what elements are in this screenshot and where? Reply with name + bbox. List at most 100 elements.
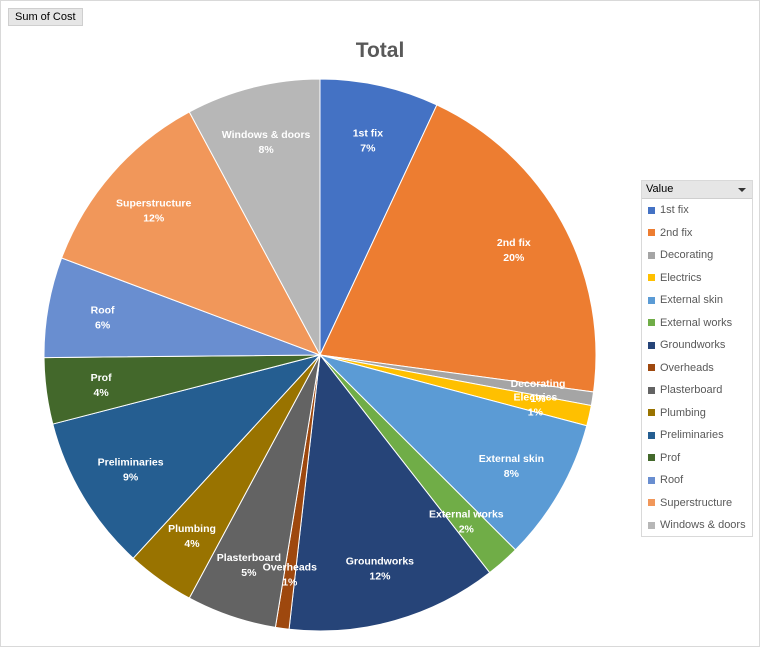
- data-label-percent: 12%: [369, 571, 391, 583]
- data-label-category: Overheads: [263, 562, 317, 574]
- data-label-plasterboard: Plasterboard 5%: [217, 552, 281, 579]
- pie-slice-groundworks[interactable]: [288, 353, 491, 632]
- data-label-category: Groundworks: [346, 556, 414, 568]
- legend-label: Prof: [660, 451, 681, 464]
- legend-item-superstructure[interactable]: Superstructure: [642, 492, 752, 515]
- legend-label: 2nd fix: [660, 226, 693, 239]
- legend-item-plumbing[interactable]: Plumbing: [642, 402, 752, 425]
- legend-label: Overheads: [660, 361, 714, 374]
- data-label-category: Superstructure: [116, 198, 191, 210]
- dropdown-arrow-icon[interactable]: [738, 188, 746, 192]
- pie-slice-superstructure[interactable]: [60, 111, 322, 356]
- legend-label: Preliminaries: [660, 429, 724, 442]
- data-label-category: External skin: [479, 453, 544, 465]
- data-label-percent: 4%: [184, 538, 200, 550]
- legend-swatch: [648, 476, 655, 484]
- legend-item-overheads[interactable]: Overheads: [642, 357, 752, 380]
- legend-header-label: Value: [646, 183, 674, 195]
- data-label-percent: 9%: [123, 472, 139, 484]
- legend-item-decorating[interactable]: Decorating: [642, 244, 752, 267]
- legend-label: Plasterboard: [660, 384, 723, 397]
- data-label-category: Preliminaries: [98, 457, 164, 469]
- data-label-electrics: Electrics 1%: [514, 392, 558, 419]
- data-label-category: External works: [429, 508, 504, 520]
- legend-label: Plumbing: [660, 406, 706, 419]
- legend-item-2nd-fix[interactable]: 2nd fix: [642, 222, 752, 245]
- data-label-percent: 1%: [282, 577, 298, 589]
- legend-swatch: [648, 251, 655, 259]
- legend-item-windows-and-doors[interactable]: Windows & doors: [642, 514, 752, 537]
- legend-label: Electrics: [660, 271, 702, 284]
- data-label-overheads: Overheads 1%: [263, 562, 317, 589]
- legend-item-external-works[interactable]: External works: [642, 312, 752, 335]
- data-label-category: Plasterboard: [217, 552, 281, 564]
- data-label-windows-and-doors: Windows & doors 8%: [222, 129, 311, 156]
- data-label-superstructure: Superstructure 12%: [116, 198, 191, 225]
- legend-swatch: [648, 364, 655, 372]
- legend-swatch: [648, 386, 655, 394]
- legend-item-external-skin[interactable]: External skin: [642, 289, 752, 312]
- legend-label: 1st fix: [660, 204, 689, 217]
- data-label-category: Roof: [91, 305, 115, 317]
- legend-item-preliminaries[interactable]: Preliminaries: [642, 424, 752, 447]
- legend-swatch: [648, 206, 655, 214]
- data-label-external-skin: External skin 8%: [479, 453, 544, 480]
- pie-slice-external-skin[interactable]: [318, 354, 588, 551]
- data-label-plumbing: Plumbing 4%: [168, 523, 216, 550]
- legend-swatch: [648, 454, 655, 462]
- legend-item-1st-fix[interactable]: 1st fix: [642, 199, 752, 222]
- legend-swatch: [648, 229, 655, 237]
- legend-label: Roof: [660, 474, 684, 487]
- data-label-2nd-fix: 2nd fix 20%: [497, 237, 531, 264]
- data-label-percent: 8%: [259, 144, 275, 156]
- data-label-category: 1st fix: [353, 128, 384, 140]
- data-label-percent: 5%: [241, 567, 257, 579]
- data-label-preliminaries: Preliminaries 9%: [98, 457, 164, 484]
- data-label-category: Electrics: [514, 392, 558, 404]
- legend-label: Superstructure: [660, 496, 733, 509]
- data-label-percent: 8%: [504, 468, 520, 480]
- legend-item-plasterboard[interactable]: Plasterboard: [642, 379, 752, 402]
- legend-swatch: [648, 274, 655, 282]
- data-label-percent: 1%: [528, 407, 544, 419]
- pie-slice-2nd-fix[interactable]: [319, 104, 597, 393]
- data-label-category: Plumbing: [168, 523, 216, 535]
- legend-list: 1st fix 2nd fix Decorating Electrics Externa…: [642, 199, 752, 537]
- legend-item-prof[interactable]: Prof: [642, 447, 752, 470]
- data-label-roof: Roof 6%: [91, 305, 115, 332]
- legend-swatch: [648, 319, 655, 327]
- data-label-category: 2nd fix: [497, 237, 531, 249]
- legend-item-electrics[interactable]: Electrics: [642, 267, 752, 290]
- data-label-percent: 1%: [530, 393, 546, 405]
- data-label-category: Prof: [91, 372, 113, 384]
- legend: Value 1st fix 2nd fix Decorating Electrics E…: [641, 180, 753, 537]
- legend-label: Windows & doors: [660, 519, 746, 532]
- sum-of-cost-field-button[interactable]: Sum of Cost: [8, 8, 83, 26]
- data-label-external-works: External works 2%: [429, 508, 504, 535]
- legend-filter-button[interactable]: Value: [642, 181, 752, 199]
- data-label-percent: 2%: [459, 523, 475, 535]
- data-label-decorating: Decorating 1%: [511, 378, 566, 405]
- legend-label: Decorating: [660, 249, 714, 262]
- legend-swatch: [648, 409, 655, 417]
- legend-label: External works: [660, 316, 733, 329]
- pie-slice-windows-and-doors[interactable]: [188, 78, 321, 356]
- pie-slice-preliminaries[interactable]: [52, 354, 322, 559]
- legend-label: External skin: [660, 294, 723, 307]
- data-label-prof: Prof 4%: [91, 372, 113, 399]
- data-label-1st-fix: 1st fix 7%: [353, 128, 384, 155]
- legend-swatch: [648, 296, 655, 304]
- legend-label: Groundworks: [660, 339, 726, 352]
- legend-item-groundworks[interactable]: Groundworks: [642, 334, 752, 357]
- legend-swatch: [648, 341, 655, 349]
- data-label-percent: 20%: [503, 252, 525, 264]
- chart-title: Total: [355, 39, 405, 62]
- data-label-category: Decorating: [511, 378, 566, 390]
- legend-swatch: [648, 521, 655, 529]
- legend-swatch: [648, 499, 655, 507]
- pie-slice-1st-fix[interactable]: [319, 78, 438, 356]
- data-label-percent: 4%: [94, 387, 110, 399]
- data-label-groundworks: Groundworks 12%: [346, 556, 414, 583]
- legend-item-roof[interactable]: Roof: [642, 469, 752, 492]
